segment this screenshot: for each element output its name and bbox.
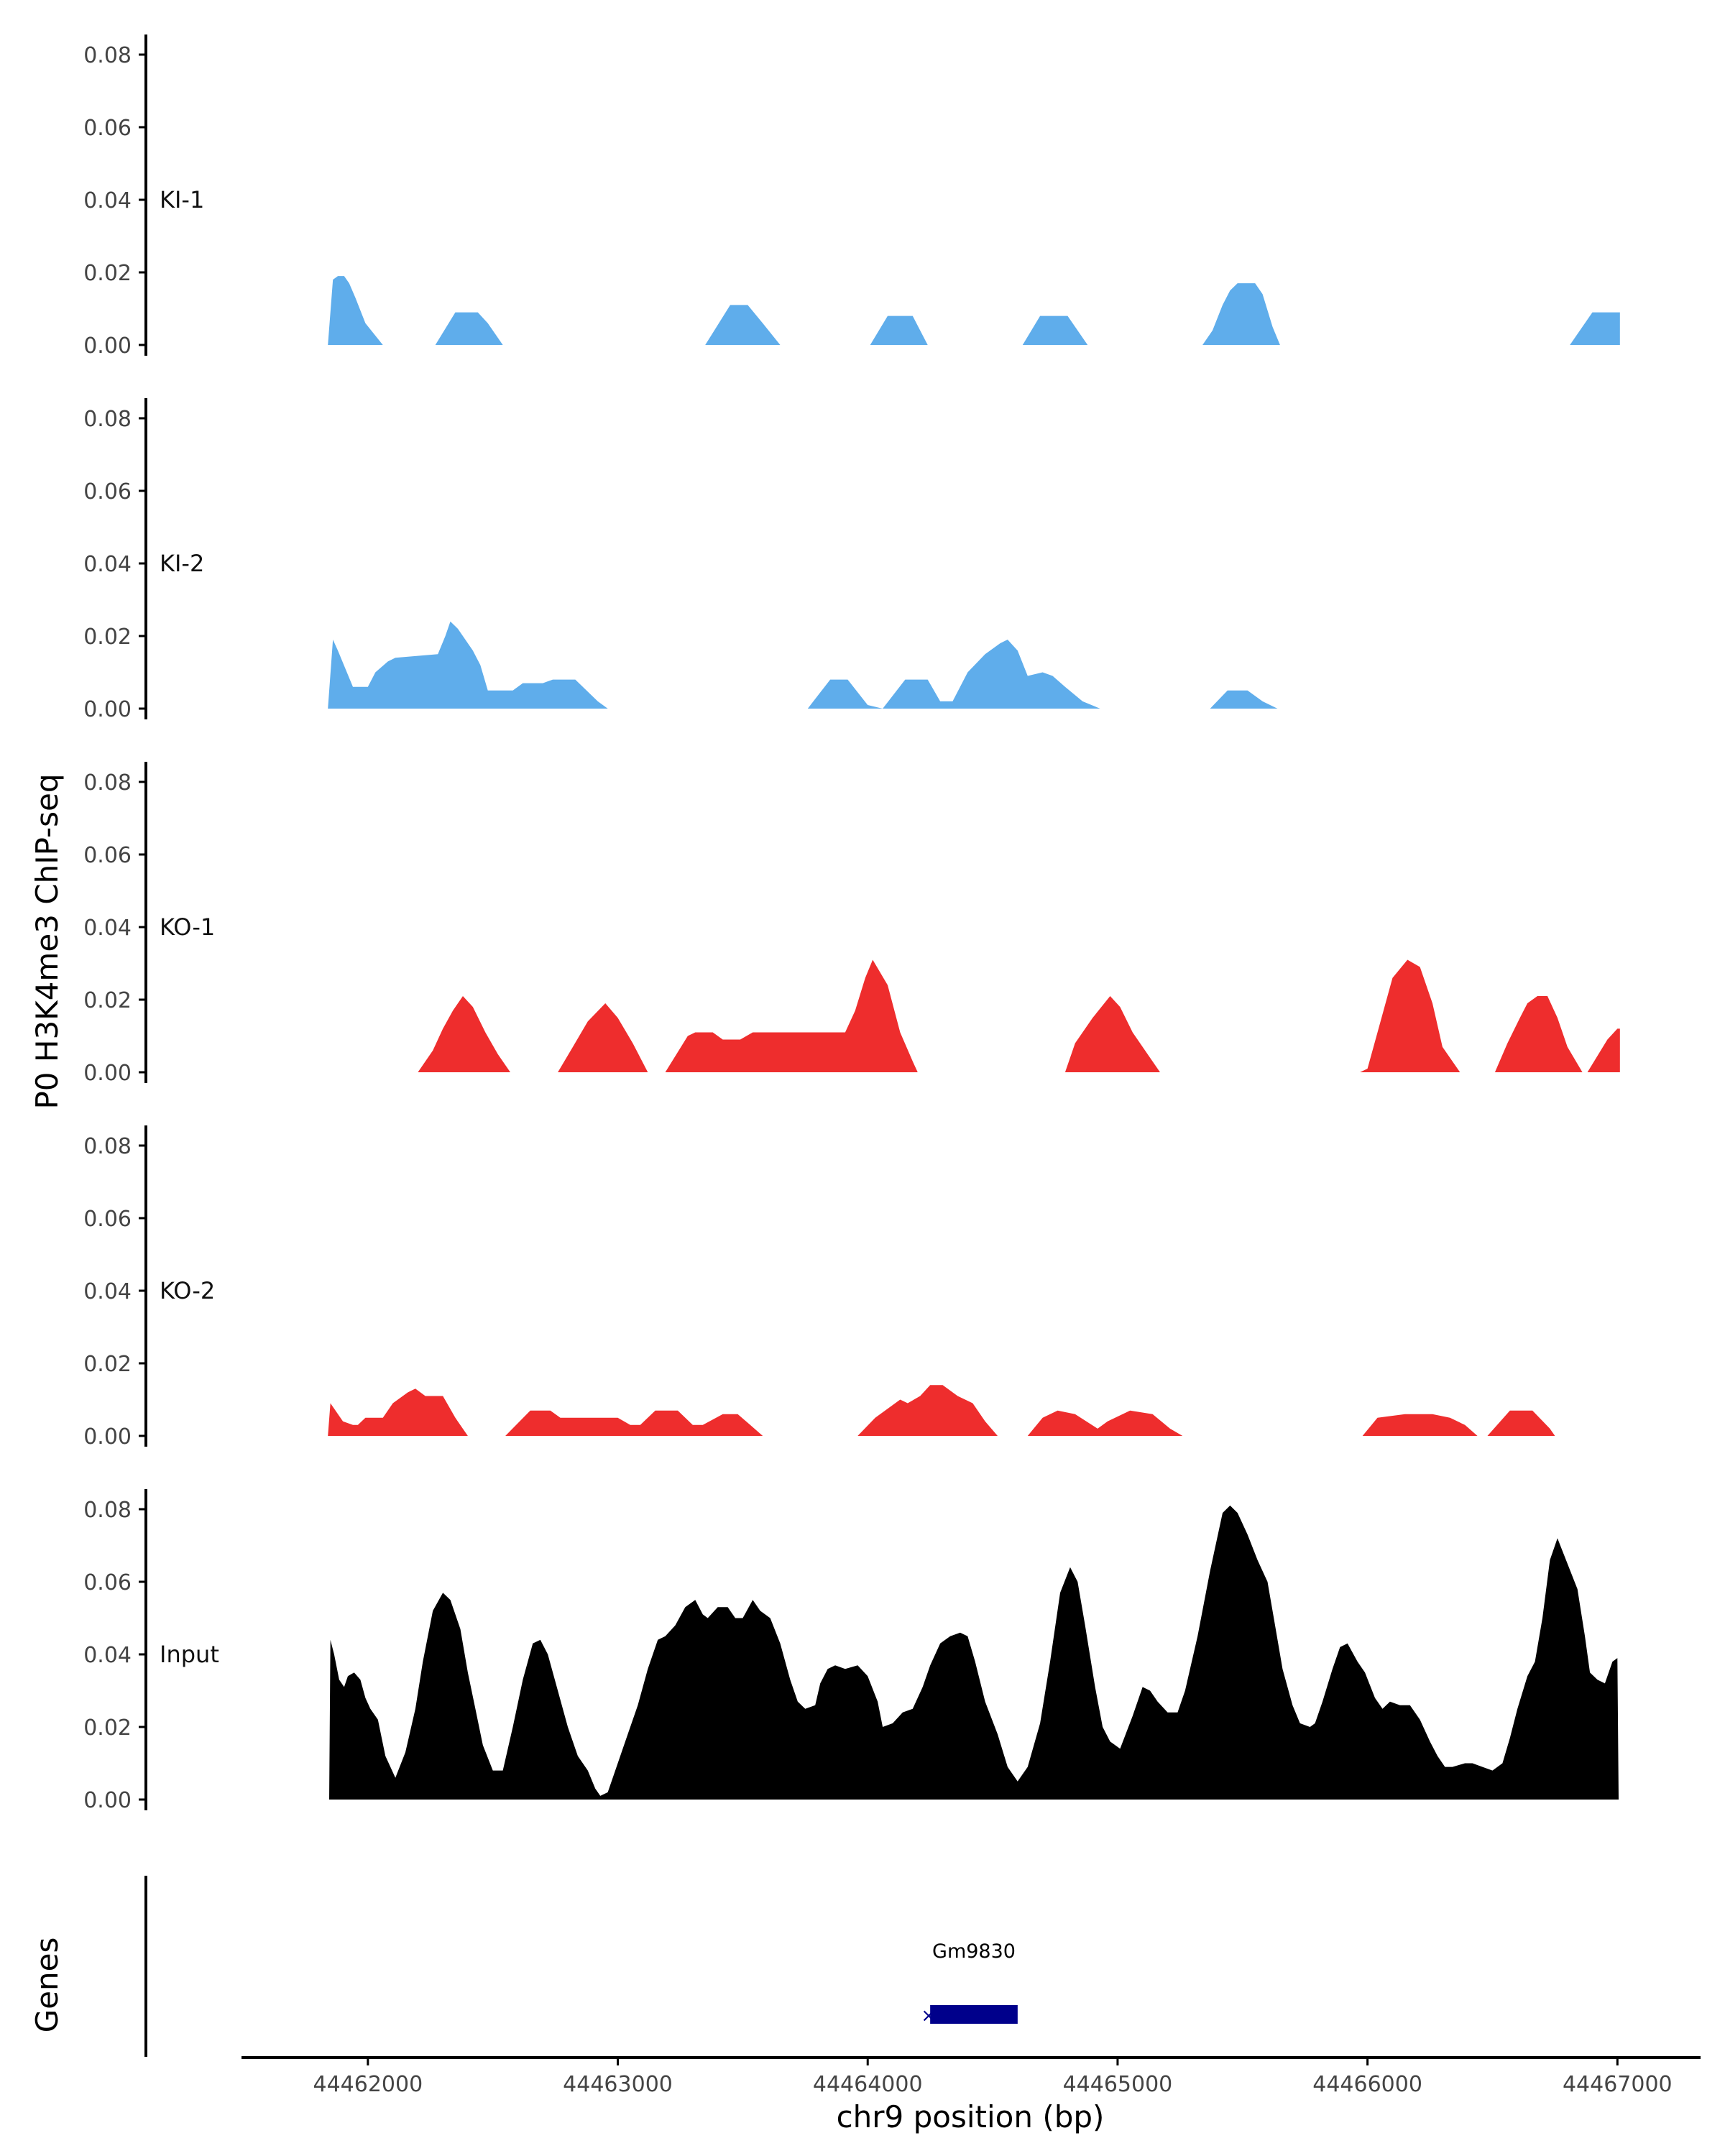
y-tick-label: 0.00 [83, 697, 132, 722]
y-tick-label: 0.04 [83, 1279, 132, 1304]
y-tick-label: 0.06 [83, 116, 132, 141]
y-tick-label: 0.04 [83, 188, 132, 213]
coverage-peak [1362, 1414, 1478, 1436]
strand-marker: × [921, 2005, 937, 2027]
track-label: KO-1 [160, 913, 215, 941]
y-tick-label: 0.06 [83, 1207, 132, 1232]
coverage-peak [1027, 1410, 1183, 1436]
genes-panel: × Gm9830 [144, 1876, 1018, 2057]
coverage-peak [505, 1410, 763, 1436]
y-tick-label: 0.08 [83, 1134, 132, 1159]
genes-axis-title: Genes [29, 1938, 65, 2033]
coverage-peak [328, 1388, 468, 1436]
coverage-peak [558, 1003, 648, 1072]
y-tick-label: 0.08 [83, 407, 132, 432]
track-label: Input [160, 1641, 219, 1668]
track-panel-ki-2: 0.00 0.02 0.04 0.06 0.08 KI-2 [83, 398, 1278, 722]
x-tick-label: 44467000 [1563, 2072, 1673, 2097]
x-tick-label: 44462000 [313, 2072, 423, 2097]
track-label: KI-1 [160, 186, 204, 213]
coverage-peak [1587, 1028, 1620, 1072]
y-tick-label: 0.00 [83, 333, 132, 359]
y-tick-label: 0.06 [83, 1570, 132, 1595]
y-axis-title: P0 H3K4me3 ChIP-seq [29, 773, 65, 1109]
coverage-peak [328, 276, 383, 345]
coverage-peak [883, 640, 1100, 709]
y-tick-label: 0.04 [83, 916, 132, 941]
x-tick-label: 44464000 [813, 2072, 923, 2097]
coverage-peak [1494, 996, 1583, 1072]
coverage-peak [328, 621, 608, 709]
y-tick-label: 0.00 [83, 1424, 132, 1450]
coverage-peak [435, 312, 503, 345]
track-panel-input: 0.00 0.02 0.04 0.06 0.08 Input [83, 1489, 1619, 1813]
y-tick-label: 0.02 [83, 625, 132, 650]
y-tick-label: 0.06 [83, 479, 132, 505]
coverage-peak [1210, 690, 1278, 709]
track-panel-ko-2: 0.00 0.02 0.04 0.06 0.08 KO-2 [83, 1125, 1555, 1450]
y-tick-label: 0.00 [83, 1061, 132, 1086]
coverage-peak [418, 996, 510, 1072]
coverage-peak [870, 315, 928, 345]
x-tick-label: 44463000 [563, 2072, 673, 2097]
coverage-peak [1202, 283, 1280, 345]
y-tick-label: 0.06 [83, 843, 132, 868]
y-tick-label: 0.02 [83, 1352, 132, 1377]
x-axis: 44462000 44463000 44464000 44465000 44466000… [242, 2056, 1701, 2097]
coverage-peak [1360, 959, 1460, 1072]
gene-label: Gm9830 [932, 1940, 1016, 1963]
gene-body [930, 2005, 1018, 2024]
y-tick-label: 0.04 [83, 1643, 132, 1668]
y-tick-label: 0.08 [83, 1498, 132, 1523]
coverage-peak [1570, 312, 1620, 345]
y-tick-label: 0.02 [83, 988, 132, 1013]
track-panel-ki-1: 0.00 0.02 0.04 0.06 0.08 KI-1 [83, 34, 1620, 359]
coverage-peak [857, 1385, 998, 1436]
gene-gm9830: × Gm9830 [921, 1940, 1018, 2027]
y-tick-label: 0.08 [83, 770, 132, 796]
y-tick-label: 0.02 [83, 1715, 132, 1741]
y-tick-label: 0.08 [83, 43, 132, 68]
coverage-peak [705, 305, 781, 345]
coverage-peak [807, 679, 883, 709]
track-label: KI-2 [160, 550, 204, 577]
y-tick-label: 0.02 [83, 261, 132, 286]
coverage-peak [1022, 315, 1088, 345]
coverage-peak [665, 959, 918, 1072]
track-label: KO-2 [160, 1277, 215, 1304]
track-panel-ko-1: 0.00 0.02 0.04 0.06 0.08 KO-1 [83, 762, 1620, 1086]
tracks-layer: 0.00 0.02 0.04 0.06 0.08 KI-1 0.00 0.02 0.04 0.06… [83, 34, 1620, 1813]
y-tick-label: 0.04 [83, 552, 132, 577]
coverage-peak [1487, 1410, 1555, 1436]
y-tick-label: 0.00 [83, 1788, 132, 1813]
x-tick-label: 44466000 [1312, 2072, 1422, 2097]
x-tick-label: 44465000 [1063, 2072, 1173, 2097]
x-axis-title: chr9 position (bp) [837, 2099, 1105, 2134]
coverage-peak [329, 1505, 1619, 1800]
coverage-peak [1064, 996, 1160, 1072]
